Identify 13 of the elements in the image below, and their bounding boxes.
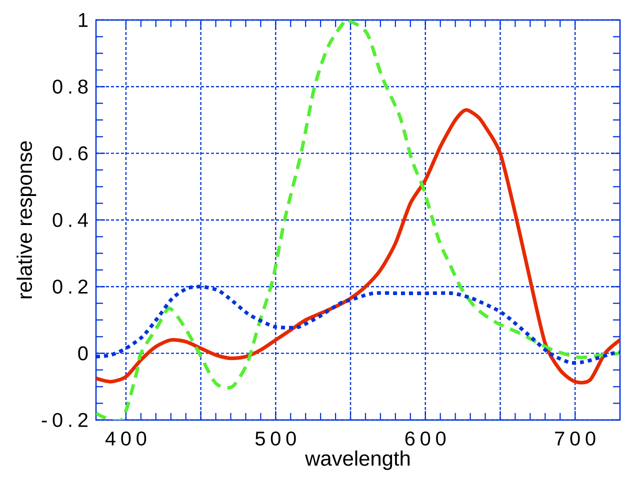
y-axis-title: relative response: [16, 141, 36, 298]
x-tick-label: 4 0 0: [105, 432, 146, 446]
y-tick-label: 0 . 8: [52, 80, 88, 94]
y-tick-label: 0: [78, 346, 88, 360]
x-tick-label: 7 0 0: [555, 432, 596, 446]
y-tick-label: 0 . 6: [52, 146, 88, 160]
y-tick-label: 0 . 2: [52, 280, 88, 294]
x-tick-label: 5 0 0: [255, 432, 296, 446]
y-tick-label: - 0 . 2: [42, 412, 88, 428]
y-tick-label: 0 . 4: [52, 212, 88, 228]
x-axis-title: wavelength: [305, 450, 410, 470]
y-tick-label: 1: [78, 13, 88, 27]
x-tick-label: 6 0 0: [405, 432, 446, 446]
